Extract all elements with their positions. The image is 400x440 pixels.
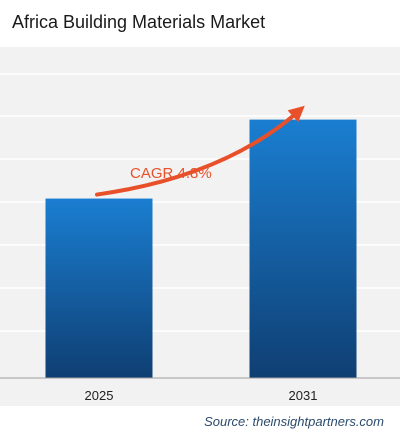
chart-title: Africa Building Materials Market (12, 12, 266, 32)
bar-2031 (249, 119, 357, 378)
cagr-label: CAGR 4.8% (130, 165, 212, 182)
source-note: Source: theinsightpartners.com (204, 414, 384, 429)
bars (45, 119, 357, 378)
x-tick-label: 2031 (289, 388, 318, 403)
cagr-arrow (95, 105, 305, 197)
bar-2025 (45, 198, 153, 378)
x-tick-labels: 2025 2031 (85, 388, 318, 403)
x-tick-label: 2025 (85, 388, 114, 403)
